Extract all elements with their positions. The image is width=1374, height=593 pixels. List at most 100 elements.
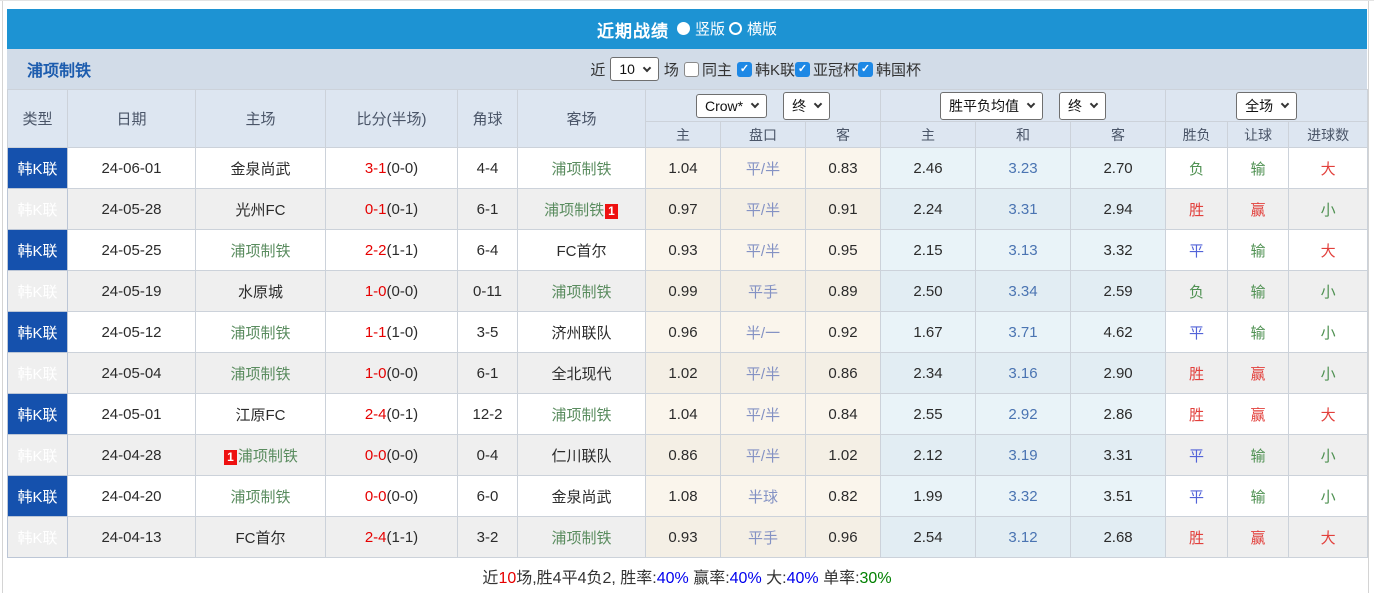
euro-draw-odds: 3.12	[975, 516, 1072, 558]
euro-draw-odds: 3.16	[975, 352, 1072, 394]
checkbox-icon[interactable]	[683, 61, 699, 77]
corner-cell: 6-1	[457, 352, 518, 394]
handicap-line: 平/半	[720, 188, 806, 230]
euro-away-odds: 4.62	[1070, 311, 1167, 353]
handicap-line: 半/一	[720, 311, 806, 353]
score-cell: 0-0(0-0)	[325, 475, 458, 517]
handicap-home-odds: 0.93	[645, 516, 721, 558]
halftime-score: (1-1)	[386, 528, 419, 546]
handicap-line: 半球	[720, 475, 806, 517]
handicap-line: 平/半	[720, 147, 806, 189]
team-name-text: 浦项制铁	[230, 242, 291, 260]
table-row: 韩K联 24-06-01 金泉尚武 3-1(0-0) 4-4 浦项制铁 1.04 平/半 0.8…	[7, 147, 1369, 189]
corner-cell: 12-2	[457, 393, 518, 435]
table-row: 韩K联 24-05-19 水原城 1-0(0-0) 0-11 浦项制铁 0.99 平手 0.89…	[7, 270, 1369, 312]
result-cell: 负	[1165, 270, 1229, 312]
goals-cell: 小	[1288, 434, 1369, 476]
col-date: 日期	[67, 89, 196, 148]
date-cell: 24-05-01	[67, 393, 196, 435]
panel-title: 近期战绩	[596, 21, 669, 41]
corner-cell: 0-4	[457, 434, 518, 476]
filters: 近 10 场 同主 韩K联亚冠杯韩国杯	[590, 57, 921, 81]
team-name-text: 全北现代	[551, 365, 612, 383]
europe-provider-select[interactable]: 胜平负均值	[940, 91, 1044, 120]
league-label: 韩K联	[754, 61, 795, 79]
rank-badge: 1	[605, 203, 618, 219]
date-cell: 24-05-25	[67, 229, 196, 271]
handicap-home-odds: 1.04	[645, 393, 721, 435]
team-name: 浦项制铁	[27, 63, 92, 80]
summary-segment: 场,胜4平4负2, 胜率:	[516, 570, 657, 587]
team-name-text: FC首尔	[556, 242, 607, 260]
table-row: 韩K联 24-04-13 FC首尔 2-4(1-1) 3-2 浦项制铁 0.93 平手 0.96…	[7, 516, 1369, 558]
layout-radio-horizontal[interactable]: 横版	[729, 18, 777, 39]
euro-home-odds: 2.46	[880, 147, 977, 189]
corner-cell: 3-2	[457, 516, 518, 558]
handicap-home-odds: 0.93	[645, 229, 721, 271]
rank-badge: 1	[224, 449, 237, 465]
goals-cell: 小	[1288, 352, 1369, 394]
subcol-euro-home: 主	[880, 121, 977, 148]
layout-radio-vertical[interactable]: 竖版	[676, 18, 725, 39]
same-home-checkbox[interactable]: 同主	[683, 59, 732, 80]
league-checkbox-1[interactable]: 亚冠杯	[794, 59, 858, 80]
europe-time-select[interactable]: 终	[1059, 91, 1107, 120]
radio-selected-icon[interactable]	[676, 22, 690, 35]
corner-cell: 6-1	[457, 188, 518, 230]
home-team-cell: 金泉尚武	[195, 147, 326, 189]
subcol-result: 胜负	[1165, 121, 1229, 148]
handicap-line: 平/半	[720, 352, 806, 394]
checkbox-checked-icon[interactable]	[736, 61, 752, 77]
col-type: 类型	[7, 89, 68, 148]
subcol-goals: 进球数	[1288, 121, 1369, 148]
radio-icon[interactable]	[729, 22, 742, 35]
league-checkbox-2[interactable]: 韩国杯	[857, 59, 921, 80]
checkbox-checked-icon[interactable]	[794, 61, 810, 77]
score-cell: 1-1(1-0)	[325, 311, 458, 353]
col-home: 主场	[195, 89, 326, 148]
handicap-away-odds: 0.83	[804, 147, 882, 189]
let-result-cell: 输	[1227, 311, 1290, 353]
team-name-text: 浦项制铁	[230, 324, 291, 342]
handicap-line: 平/半	[720, 434, 806, 476]
euro-away-odds: 2.70	[1070, 147, 1167, 189]
away-team-cell: 金泉尚武	[517, 475, 646, 517]
halftime-score: (0-0)	[386, 364, 419, 382]
euro-away-odds: 3.51	[1070, 475, 1167, 517]
handicap-provider-select[interactable]: Crow*	[695, 93, 768, 118]
scope-select[interactable]: 全场	[1236, 91, 1298, 120]
europe-group-header: 胜平负均值 终	[880, 89, 1167, 122]
score-cell: 0-0(0-0)	[325, 434, 458, 476]
summary-segment: 40%	[786, 570, 819, 587]
corner-cell: 6-0	[457, 475, 518, 517]
team-name-text: 金泉尚武	[551, 488, 612, 506]
team-name-text: 浦项制铁	[551, 160, 612, 178]
type-cell: 韩K联	[7, 270, 68, 312]
goals-cell: 大	[1288, 516, 1369, 558]
league-checkbox-0[interactable]: 韩K联	[736, 59, 795, 80]
away-team-cell: FC首尔	[517, 229, 646, 271]
euro-draw-odds: 3.31	[975, 188, 1072, 230]
let-result-cell: 输	[1227, 434, 1290, 476]
let-result-cell: 输	[1227, 229, 1290, 271]
corner-cell: 3-5	[457, 311, 518, 353]
euro-draw-odds: 3.71	[975, 311, 1072, 353]
home-team-cell: FC首尔	[195, 516, 326, 558]
let-result-cell: 赢	[1227, 393, 1290, 435]
type-cell: 韩K联	[7, 147, 68, 189]
type-cell: 韩K联	[7, 434, 68, 476]
handicap-time-select[interactable]: 终	[783, 91, 831, 120]
date-cell: 24-05-04	[67, 352, 196, 394]
checkbox-checked-icon[interactable]	[857, 61, 873, 77]
recent-count-select[interactable]: 10	[610, 57, 659, 81]
fulltime-score: 3-1	[364, 159, 387, 177]
let-result-cell: 输	[1227, 147, 1290, 189]
euro-away-odds: 3.31	[1070, 434, 1167, 476]
euro-home-odds: 2.12	[880, 434, 977, 476]
team-name-text: 浦项制铁	[551, 529, 612, 547]
subcol-handicap-away: 客	[804, 121, 882, 148]
handicap-line: 平手	[720, 516, 806, 558]
away-team-cell: 浦项制铁	[517, 516, 646, 558]
fulltime-score: 0-0	[364, 487, 387, 505]
home-team-cell: 浦项制铁	[195, 311, 326, 353]
